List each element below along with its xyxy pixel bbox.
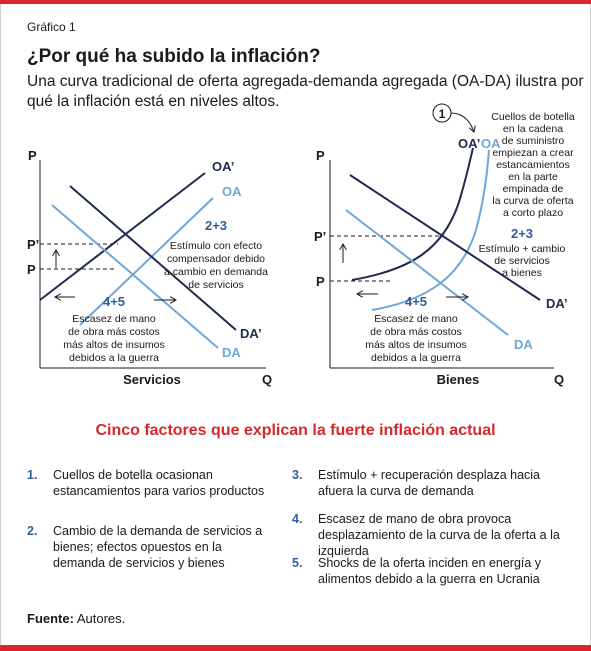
annotation-23-line: de servicios [494,255,549,267]
p-label: P [27,262,36,277]
annotation-23-number: 2+3 [205,218,227,233]
p-prime-label: P’ [314,229,326,244]
services-diagram: P Q Servicios P’ P OA’ OA DA’ DA 2+3 Est… [27,148,272,387]
callout-badge-number: 1 [439,107,446,121]
x-axis-label: Q [554,372,564,387]
p-label: P [316,274,325,289]
top-accent-bar [0,0,591,4]
source-label: Fuente: [27,611,74,626]
factor-number: 3. [292,468,303,482]
annotation-1-line: Cuellos de botella [491,111,575,123]
factor-text: Cuellos de botella ocasionan estancamien… [53,468,265,498]
annotation-45-line: Escasez de mano [72,313,156,325]
curve-oa-prime [39,172,206,301]
curve-da [345,209,509,336]
factor-number: 4. [292,512,303,526]
curve-da-label: DA [222,345,241,360]
factor-text: Estímulo + recuperación desplaza hacia a… [318,468,541,498]
annotation-45-line: más altos de insumos [365,339,467,351]
source-note: Fuente: Autores. [27,611,125,626]
annotation-1-line: la curva de oferta [492,195,573,207]
annotation-23-line: Estímulo con efecto [170,240,262,252]
factor-number: 5. [292,556,303,570]
x-axis-label: Q [262,372,272,387]
figure-label: Gráfico 1 [27,20,76,34]
curve-da-prime [69,185,237,331]
annotation-23-line: de servicios [188,279,243,291]
curve-da-prime-label: DA’ [240,326,262,341]
figure-subtitle: Una curva tradicional de oferta agregada… [27,73,584,110]
annotation-1-line: empinada de [503,183,564,195]
annotation-45-line: debidos a la guerra [69,352,159,364]
annotation-45-line: de obra más costos [370,326,462,338]
p-prime-label: P’ [27,237,39,252]
y-axis-label: P [28,148,37,163]
annotation-45-number: 4+5 [103,294,125,309]
curve-oa-prime [351,147,474,281]
factor-number: 2. [27,524,38,538]
curve-da [51,204,219,349]
annotation-23-line: a cambio en demanda [164,266,268,278]
curve-da-label: DA [514,337,533,352]
curve-oa-prime-label: OA’ [458,136,480,151]
annotation-45-line: más altos de insumos [63,339,165,351]
x-axis-title: Bienes [437,372,480,387]
factor-text: Escasez de mano de obra provoca desplaza… [318,512,560,558]
source-text: Autores. [76,611,126,626]
bottom-accent-bar [0,645,591,651]
factors-title: Cinco factores que explican la fuerte in… [95,422,496,439]
factor-text: Cambio de la demanda de servicios a bien… [53,524,263,570]
annotation-1-line: de suministro [502,135,565,147]
goods-diagram: P Q Bienes P’ P OA’ OA DA’ DA 1 Cuellos … [314,103,575,387]
x-axis-title: Servicios [123,372,181,387]
curve-oa [371,149,490,311]
curve-da-prime-label: DA’ [546,296,568,311]
annotation-45-line: Escasez de mano [374,313,458,325]
annotation-1-line: en la cadena [503,123,563,135]
curve-oa-label: OA [222,184,242,199]
annotation-23-line: a bienes [502,267,542,279]
curve-oa [79,197,214,326]
annotation-1-line: estancamientos [496,159,570,171]
curve-oa-label: OA [481,136,501,151]
factor-text: Shocks de la oferta inciden en energía y… [318,556,542,586]
annotation-23-line: Estímulo + cambio [479,243,566,255]
callout-arrow [450,112,474,132]
curve-da-prime [349,174,541,301]
annotation-1-line: empiezan a crear [492,147,574,159]
factor-number: 1. [27,468,38,482]
annotation-45-number: 4+5 [405,294,427,309]
y-axis-label: P [316,148,325,163]
curve-oa-prime-label: OA’ [212,159,234,174]
annotation-23-line: compensador debido [167,253,265,265]
annotation-23-number: 2+3 [511,226,533,241]
annotation-1-line: a corto plazo [503,207,563,219]
annotation-1-line: en la parte [508,171,558,183]
annotation-45-line: debidos a la guerra [371,352,461,364]
ad-as-diagrams: P Q Servicios P’ P OA’ OA DA’ DA 2+3 Est… [27,103,575,387]
figure-title: ¿Por qué ha subido la inflación? [27,46,321,67]
annotation-45-line: de obra más costos [68,326,160,338]
